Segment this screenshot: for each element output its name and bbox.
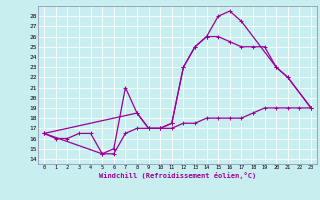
X-axis label: Windchill (Refroidissement éolien,°C): Windchill (Refroidissement éolien,°C) — [99, 172, 256, 179]
